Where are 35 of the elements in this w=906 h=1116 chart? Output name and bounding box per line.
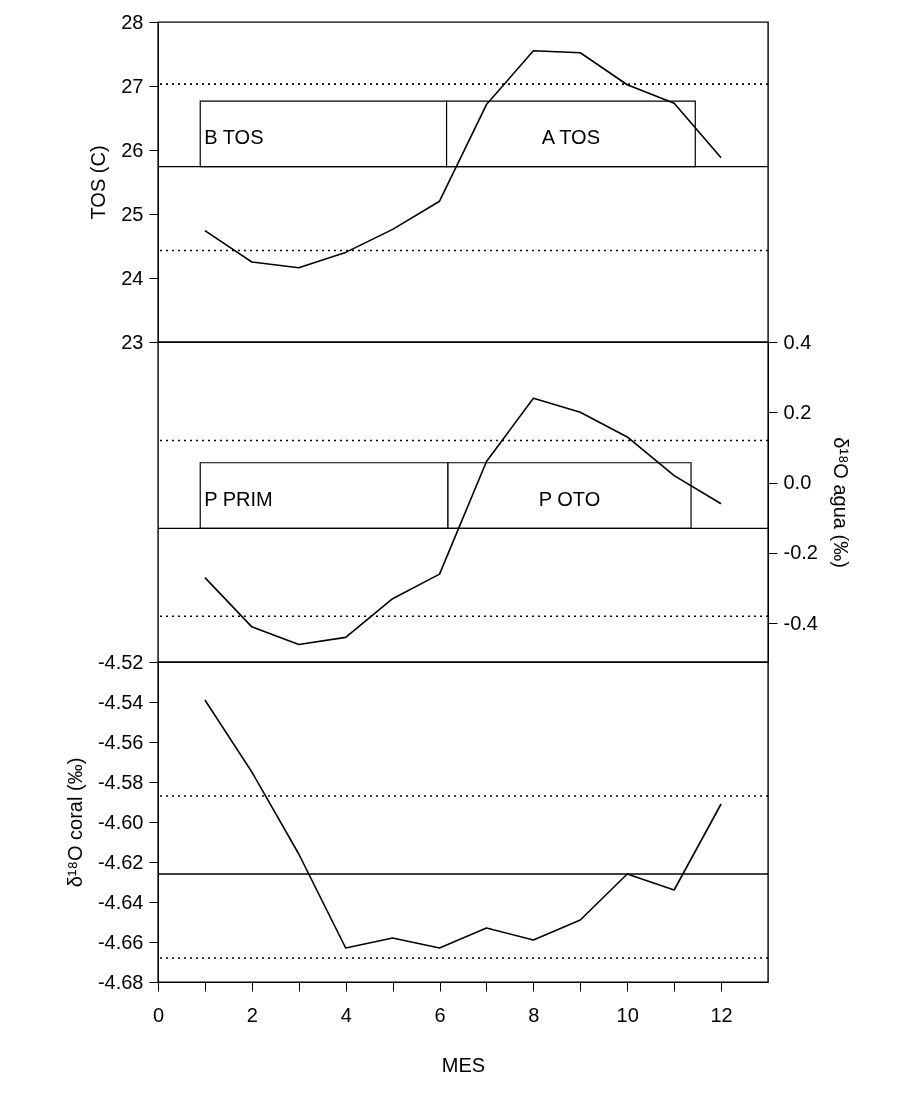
y2-tick-label: 0.4 — [783, 330, 812, 353]
y2-axis-title: δ¹⁸O agua (‰) — [829, 437, 852, 568]
y-tick-label: 27 — [121, 74, 144, 97]
x-tick-label: 6 — [434, 1003, 446, 1026]
y-tick-label: -4.60 — [97, 810, 144, 833]
y-tick-label: -4.62 — [97, 850, 144, 873]
y2-tick-label: -0.2 — [783, 541, 818, 564]
band-label: A TOS — [541, 125, 601, 148]
band-label: P PRIM — [204, 487, 273, 510]
y-tick-label: 24 — [121, 266, 144, 289]
band-label: B TOS — [204, 125, 264, 148]
y-tick-label: 25 — [121, 202, 144, 225]
y-tick-label: -4.52 — [97, 650, 144, 673]
y-tick-label: 26 — [121, 138, 144, 161]
y-tick-label: -4.66 — [97, 930, 144, 953]
y2-tick-label: 0.0 — [783, 471, 812, 494]
y-tick-label: -4.64 — [97, 890, 144, 913]
y-axis-title: δ¹⁸O coral (‰) — [63, 757, 86, 888]
x-tick-label: 12 — [710, 1003, 733, 1026]
y-tick-label: -4.58 — [97, 770, 144, 793]
y2-tick-label: 0.2 — [783, 400, 812, 423]
y-axis-title: TOS (C) — [87, 145, 110, 220]
y-tick-label: -4.56 — [97, 730, 144, 753]
x-tick-label: 0 — [152, 1003, 165, 1026]
x-tick-label: 10 — [616, 1003, 639, 1026]
x-tick-label: 2 — [246, 1003, 258, 1026]
x-tick-label: 8 — [528, 1003, 540, 1026]
y-tick-label: 23 — [121, 330, 144, 353]
y-tick-label: -4.54 — [97, 690, 144, 713]
y-tick-label: -4.68 — [97, 970, 144, 993]
y-tick-label: 28 — [121, 10, 144, 33]
y2-tick-label: -0.4 — [783, 611, 818, 634]
band-label: P OTO — [538, 487, 601, 510]
x-tick-label: 4 — [340, 1003, 352, 1026]
x-axis-title: MES — [441, 1053, 486, 1076]
